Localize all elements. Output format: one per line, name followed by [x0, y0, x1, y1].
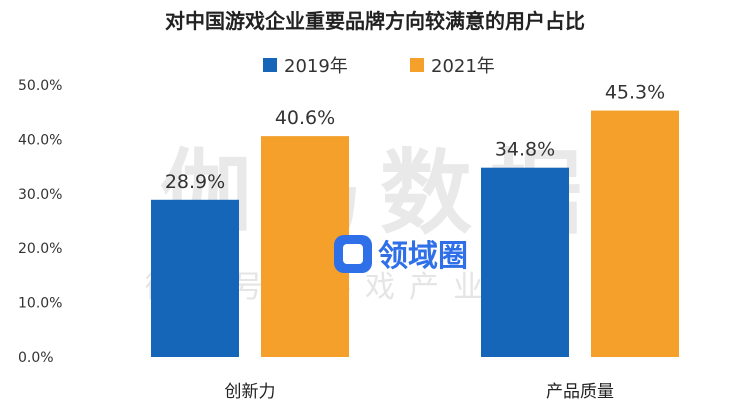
y-tick-label: 30.0%: [18, 187, 62, 203]
bar-2019-0: [151, 199, 239, 357]
x-category-label: 创新力: [225, 382, 276, 402]
logo-watermark: 领域圈: [334, 235, 468, 274]
data-label: 34.8%: [495, 139, 555, 161]
data-label: 45.3%: [605, 82, 665, 104]
y-tick-label: 10.0%: [18, 296, 62, 312]
bar-2019-1: [481, 167, 569, 357]
bars: 28.9% 34.8% 40.6% 45.3%: [151, 82, 679, 358]
x-axis: 创新力 产品质量: [225, 382, 615, 402]
y-axis: 0.0% 10.0% 20.0% 30.0% 40.0% 50.0%: [18, 78, 62, 366]
data-label: 40.6%: [275, 107, 335, 129]
y-tick-label: 20.0%: [18, 241, 62, 257]
y-tick-label: 50.0%: [18, 78, 62, 94]
legend: 2019年 2021年: [263, 56, 495, 77]
logo-text: 领域圈: [378, 239, 468, 274]
y-tick-label: 0.0%: [18, 350, 54, 366]
logo-badge-inner: [343, 244, 363, 264]
legend-label: 2019年: [284, 56, 348, 77]
x-category-label: 产品质量: [546, 382, 614, 402]
chart-title: 对中国游戏企业重要品牌方向较满意的用户占比: [165, 9, 585, 33]
legend-label: 2021年: [431, 56, 495, 77]
legend-swatch: [263, 58, 277, 72]
data-label: 28.9%: [165, 171, 225, 193]
y-tick-label: 40.0%: [18, 132, 62, 148]
legend-swatch: [410, 58, 424, 72]
bar-2021-1: [591, 110, 679, 358]
